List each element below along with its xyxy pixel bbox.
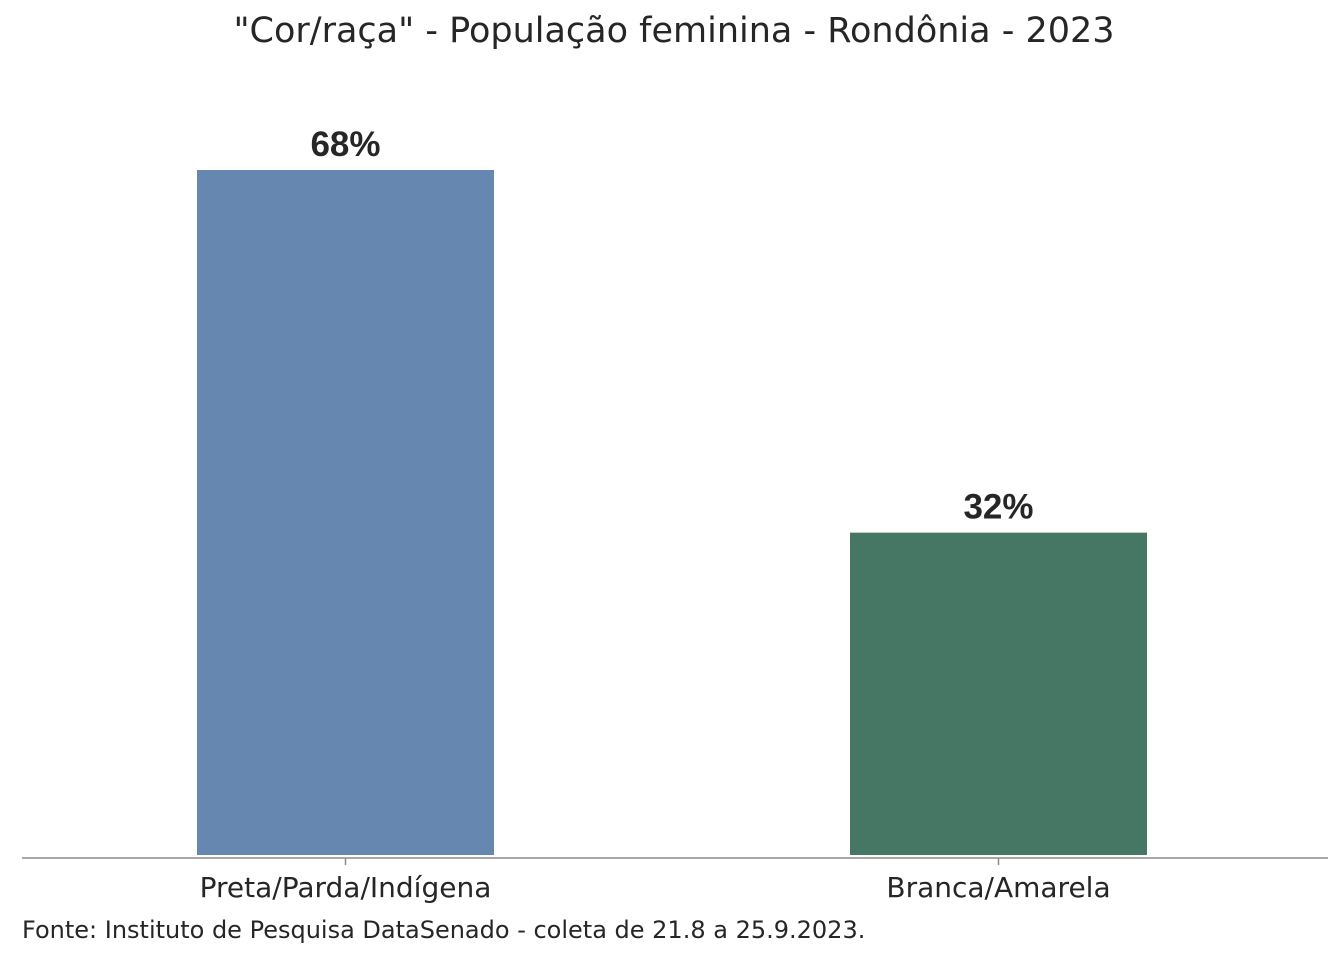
bar-branca-amarela (850, 532, 1147, 855)
bars-layer (197, 170, 1147, 855)
labels-layer: 68% Preta/Parda/Indígena 32% Branca/Amarela (200, 125, 1111, 904)
bar-preta-parda-ind-gena (197, 170, 494, 855)
category-label-preta-parda-ind-gena: Preta/Parda/Indígena (200, 871, 492, 904)
x-axis-ticks (344, 858, 1000, 865)
value-label-branca-amarela: 32% (963, 488, 1033, 527)
value-label-preta-parda-ind-gena: 68% (310, 125, 380, 164)
category-label-branca-amarela: Branca/Amarela (886, 871, 1110, 904)
source-note: Fonte: Instituto de Pesquisa DataSenado … (22, 916, 865, 944)
chart-title: "Cor/raça" - População feminina - Rondôn… (233, 11, 1114, 51)
